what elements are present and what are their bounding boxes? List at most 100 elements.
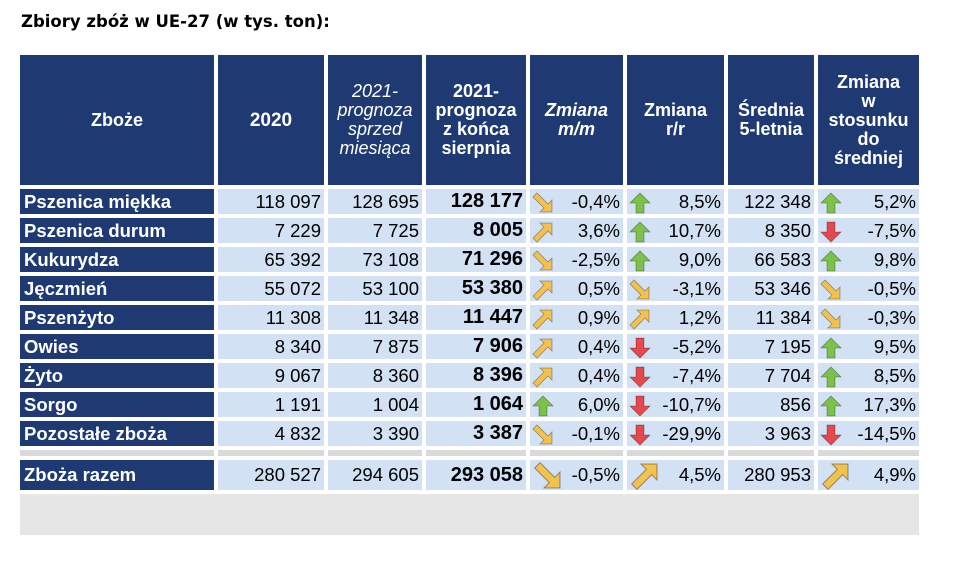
table-row: Sorgo 1 191 1 004 1 064 6,0% -10,7% 856 17,3% (20, 392, 919, 421)
value-2020: 9 067 (218, 363, 328, 392)
value-change-mm-value: 3,6% (577, 220, 620, 241)
separator-cell (20, 450, 218, 460)
separator-cell (426, 450, 530, 460)
arrow-up-icon (820, 192, 842, 214)
value-change-rr-value: 10,7% (668, 220, 721, 241)
value-change-mm: 0,5% (530, 276, 627, 305)
value-change-mm-value: -0,1% (571, 423, 620, 444)
value-2020: 65 392 (218, 247, 328, 276)
value-2020: 4 832 (218, 421, 328, 450)
value-5yr-avg: 53 346 (728, 276, 818, 305)
separator-cell (627, 450, 728, 460)
header-zboze: Zboże (20, 55, 218, 189)
arrow-down-icon (629, 395, 651, 417)
arrow-side-up-icon (532, 367, 553, 388)
value-2020: 55 072 (218, 276, 328, 305)
total-row: Zboża razem 280 527 294 605 293 058 -0,5% 4,5… (20, 460, 919, 494)
arrow-side-up-icon (630, 463, 658, 490)
table-row: Pszenica miękka 118 097 128 695 128 177 -0,4… (20, 189, 919, 218)
value-prev-forecast: 11 348 (328, 305, 426, 334)
value-5yr-avg: 7 195 (728, 334, 818, 363)
data-table: Zboże 2020 2021- prognoza sprzed miesiąca 2… (20, 55, 919, 494)
value-prev-forecast: 128 695 (328, 189, 426, 218)
value-change-mm-value: 6,0% (577, 394, 620, 415)
table-row: Żyto 9 067 8 360 8 396 0,4% -7,4% 7 704 8,5% (20, 363, 919, 392)
arrow-side-up-icon (532, 222, 553, 243)
value-change-rr-value: -29,9% (662, 423, 721, 444)
value-5yr-avg: 7 704 (728, 363, 818, 392)
arrow-down-icon (820, 221, 842, 243)
table-row: Owies 8 340 7 875 7 906 0,4% -5,2% 7 195 9,5% (20, 334, 919, 363)
value-5yr-avg: 280 953 (728, 460, 818, 494)
value-change-mm: -2,5% (530, 247, 627, 276)
value-change-vs-avg: 8,5% (818, 363, 919, 392)
arrow-up-icon (820, 250, 842, 272)
value-change-vs-avg: 9,5% (818, 334, 919, 363)
value-change-vs-avg-value: 4,9% (873, 464, 916, 485)
separator-cell (530, 450, 627, 460)
value-change-vs-avg-value: 8,5% (873, 365, 916, 386)
value-change-vs-avg: -7,5% (818, 218, 919, 247)
arrow-side-up-icon (532, 338, 553, 359)
value-prev-forecast: 53 100 (328, 276, 426, 305)
arrow-side-down-icon (820, 308, 841, 329)
value-current-forecast: 53 380 (426, 276, 530, 305)
value-current-forecast: 7 906 (426, 334, 530, 363)
arrow-side-up-icon (532, 280, 553, 301)
value-change-mm: -0,5% (530, 460, 627, 494)
value-current-forecast: 8 396 (426, 363, 530, 392)
value-change-mm: -0,1% (530, 421, 627, 450)
value-prev-forecast: 73 108 (328, 247, 426, 276)
value-change-mm-value: 0,4% (577, 336, 620, 357)
row-label: Pszenica miękka (20, 189, 218, 218)
value-change-vs-avg: 5,2% (818, 189, 919, 218)
row-label: Pszenica durum (20, 218, 218, 247)
arrow-side-up-icon (629, 309, 650, 330)
value-change-rr: 9,0% (627, 247, 728, 276)
value-current-forecast: 8 005 (426, 218, 530, 247)
row-label: Jęczmień (20, 276, 218, 305)
value-change-vs-avg-value: 5,2% (873, 191, 916, 212)
value-change-vs-avg: 17,3% (818, 392, 919, 421)
row-label: Żyto (20, 363, 218, 392)
value-current-forecast: 1 064 (426, 392, 530, 421)
value-change-rr: 1,2% (627, 305, 728, 334)
arrow-side-down-icon (820, 279, 841, 300)
value-change-mm-value: -0,5% (571, 464, 620, 485)
value-2020: 7 229 (218, 218, 328, 247)
value-change-mm: 0,4% (530, 334, 627, 363)
value-2020: 280 527 (218, 460, 328, 494)
arrow-side-down-icon (533, 461, 561, 489)
value-change-rr-value: -7,4% (672, 365, 721, 386)
value-change-vs-avg: 9,8% (818, 247, 919, 276)
value-change-rr-value: 1,2% (678, 307, 721, 328)
value-change-vs-avg-value: 9,5% (873, 336, 916, 357)
separator-cell (818, 450, 919, 460)
arrow-side-down-icon (532, 250, 553, 271)
arrow-up-icon (629, 192, 651, 214)
separator-cell (218, 450, 328, 460)
table-row: Jęczmień 55 072 53 100 53 380 0,5% -3,1% 53 34… (20, 276, 919, 305)
value-prev-forecast: 7 725 (328, 218, 426, 247)
value-change-rr-value: 8,5% (678, 191, 721, 212)
header-prev-forecast: 2021- prognoza sprzed miesiąca (328, 55, 426, 189)
value-5yr-avg: 8 350 (728, 218, 818, 247)
value-change-rr-value: 9,0% (678, 249, 721, 270)
separator-row (20, 450, 919, 460)
header-change-vs-avg: Zmiana w stosunku do średniej (818, 55, 919, 189)
header-2020: 2020 (218, 55, 328, 189)
table-row: Pszenżyto 11 308 11 348 11 447 0,9% 1,2% 11 38… (20, 305, 919, 334)
value-5yr-avg: 3 963 (728, 421, 818, 450)
value-change-vs-avg-value: -0,5% (867, 278, 916, 299)
value-change-mm-value: 0,5% (577, 278, 620, 299)
value-change-vs-avg-value: 17,3% (863, 394, 916, 415)
arrow-side-up-icon (821, 463, 849, 490)
value-5yr-avg: 66 583 (728, 247, 818, 276)
arrow-up-icon (820, 337, 842, 359)
arrow-up-icon (820, 395, 842, 417)
arrow-up-icon (629, 250, 651, 272)
value-change-mm-value: 0,9% (577, 307, 620, 328)
row-label: Owies (20, 334, 218, 363)
value-change-rr: -29,9% (627, 421, 728, 450)
value-prev-forecast: 8 360 (328, 363, 426, 392)
